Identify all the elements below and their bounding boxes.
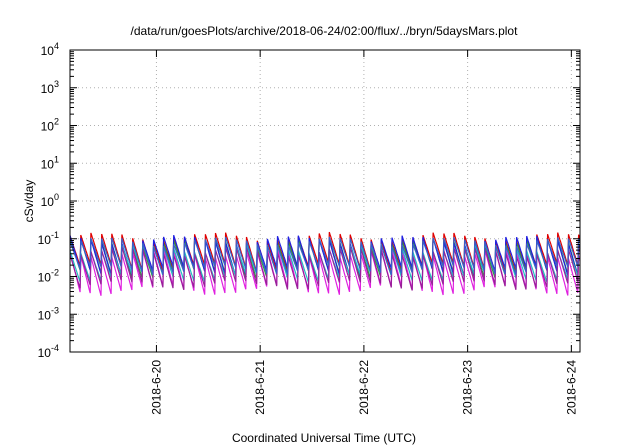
y-tick-label: 101 <box>41 154 59 171</box>
y-tick-label: 100 <box>41 192 59 209</box>
y-tick-label: 104 <box>41 41 59 58</box>
y-tick-label: 10-3 <box>38 305 59 322</box>
series-layer <box>69 231 581 296</box>
y-axis-label: cSv/day <box>22 180 36 223</box>
chart-title: /data/run/goesPlots/archive/2018-06-24/0… <box>131 24 519 38</box>
x-tick-label: 2018-6-20 <box>149 360 163 415</box>
x-tick-label: 2018-6-24 <box>564 360 578 415</box>
x-axis-label: Coordinated Universal Time (UTC) <box>232 431 416 445</box>
y-tick-label: 103 <box>41 79 59 96</box>
y-tick-label: 102 <box>41 117 59 134</box>
y-tick-label: 10-2 <box>38 268 59 285</box>
grid-lines <box>70 50 580 352</box>
series-line <box>69 236 581 275</box>
x-tick-label: 2018-6-23 <box>461 360 475 415</box>
y-axis: 10-4 10-3 10-2 10-1 100 101 102 103 104 <box>38 41 580 360</box>
x-tick-label: 2018-6-21 <box>253 360 267 415</box>
series-line <box>69 246 581 291</box>
y-tick-label: 10-4 <box>38 343 59 360</box>
x-tick-label: 2018-6-22 <box>357 360 371 415</box>
x-axis: 2018-6-20 2018-6-21 2018-6-22 2018-6-23 2018… <box>149 50 578 415</box>
y-tick-label: 10-1 <box>38 230 59 247</box>
